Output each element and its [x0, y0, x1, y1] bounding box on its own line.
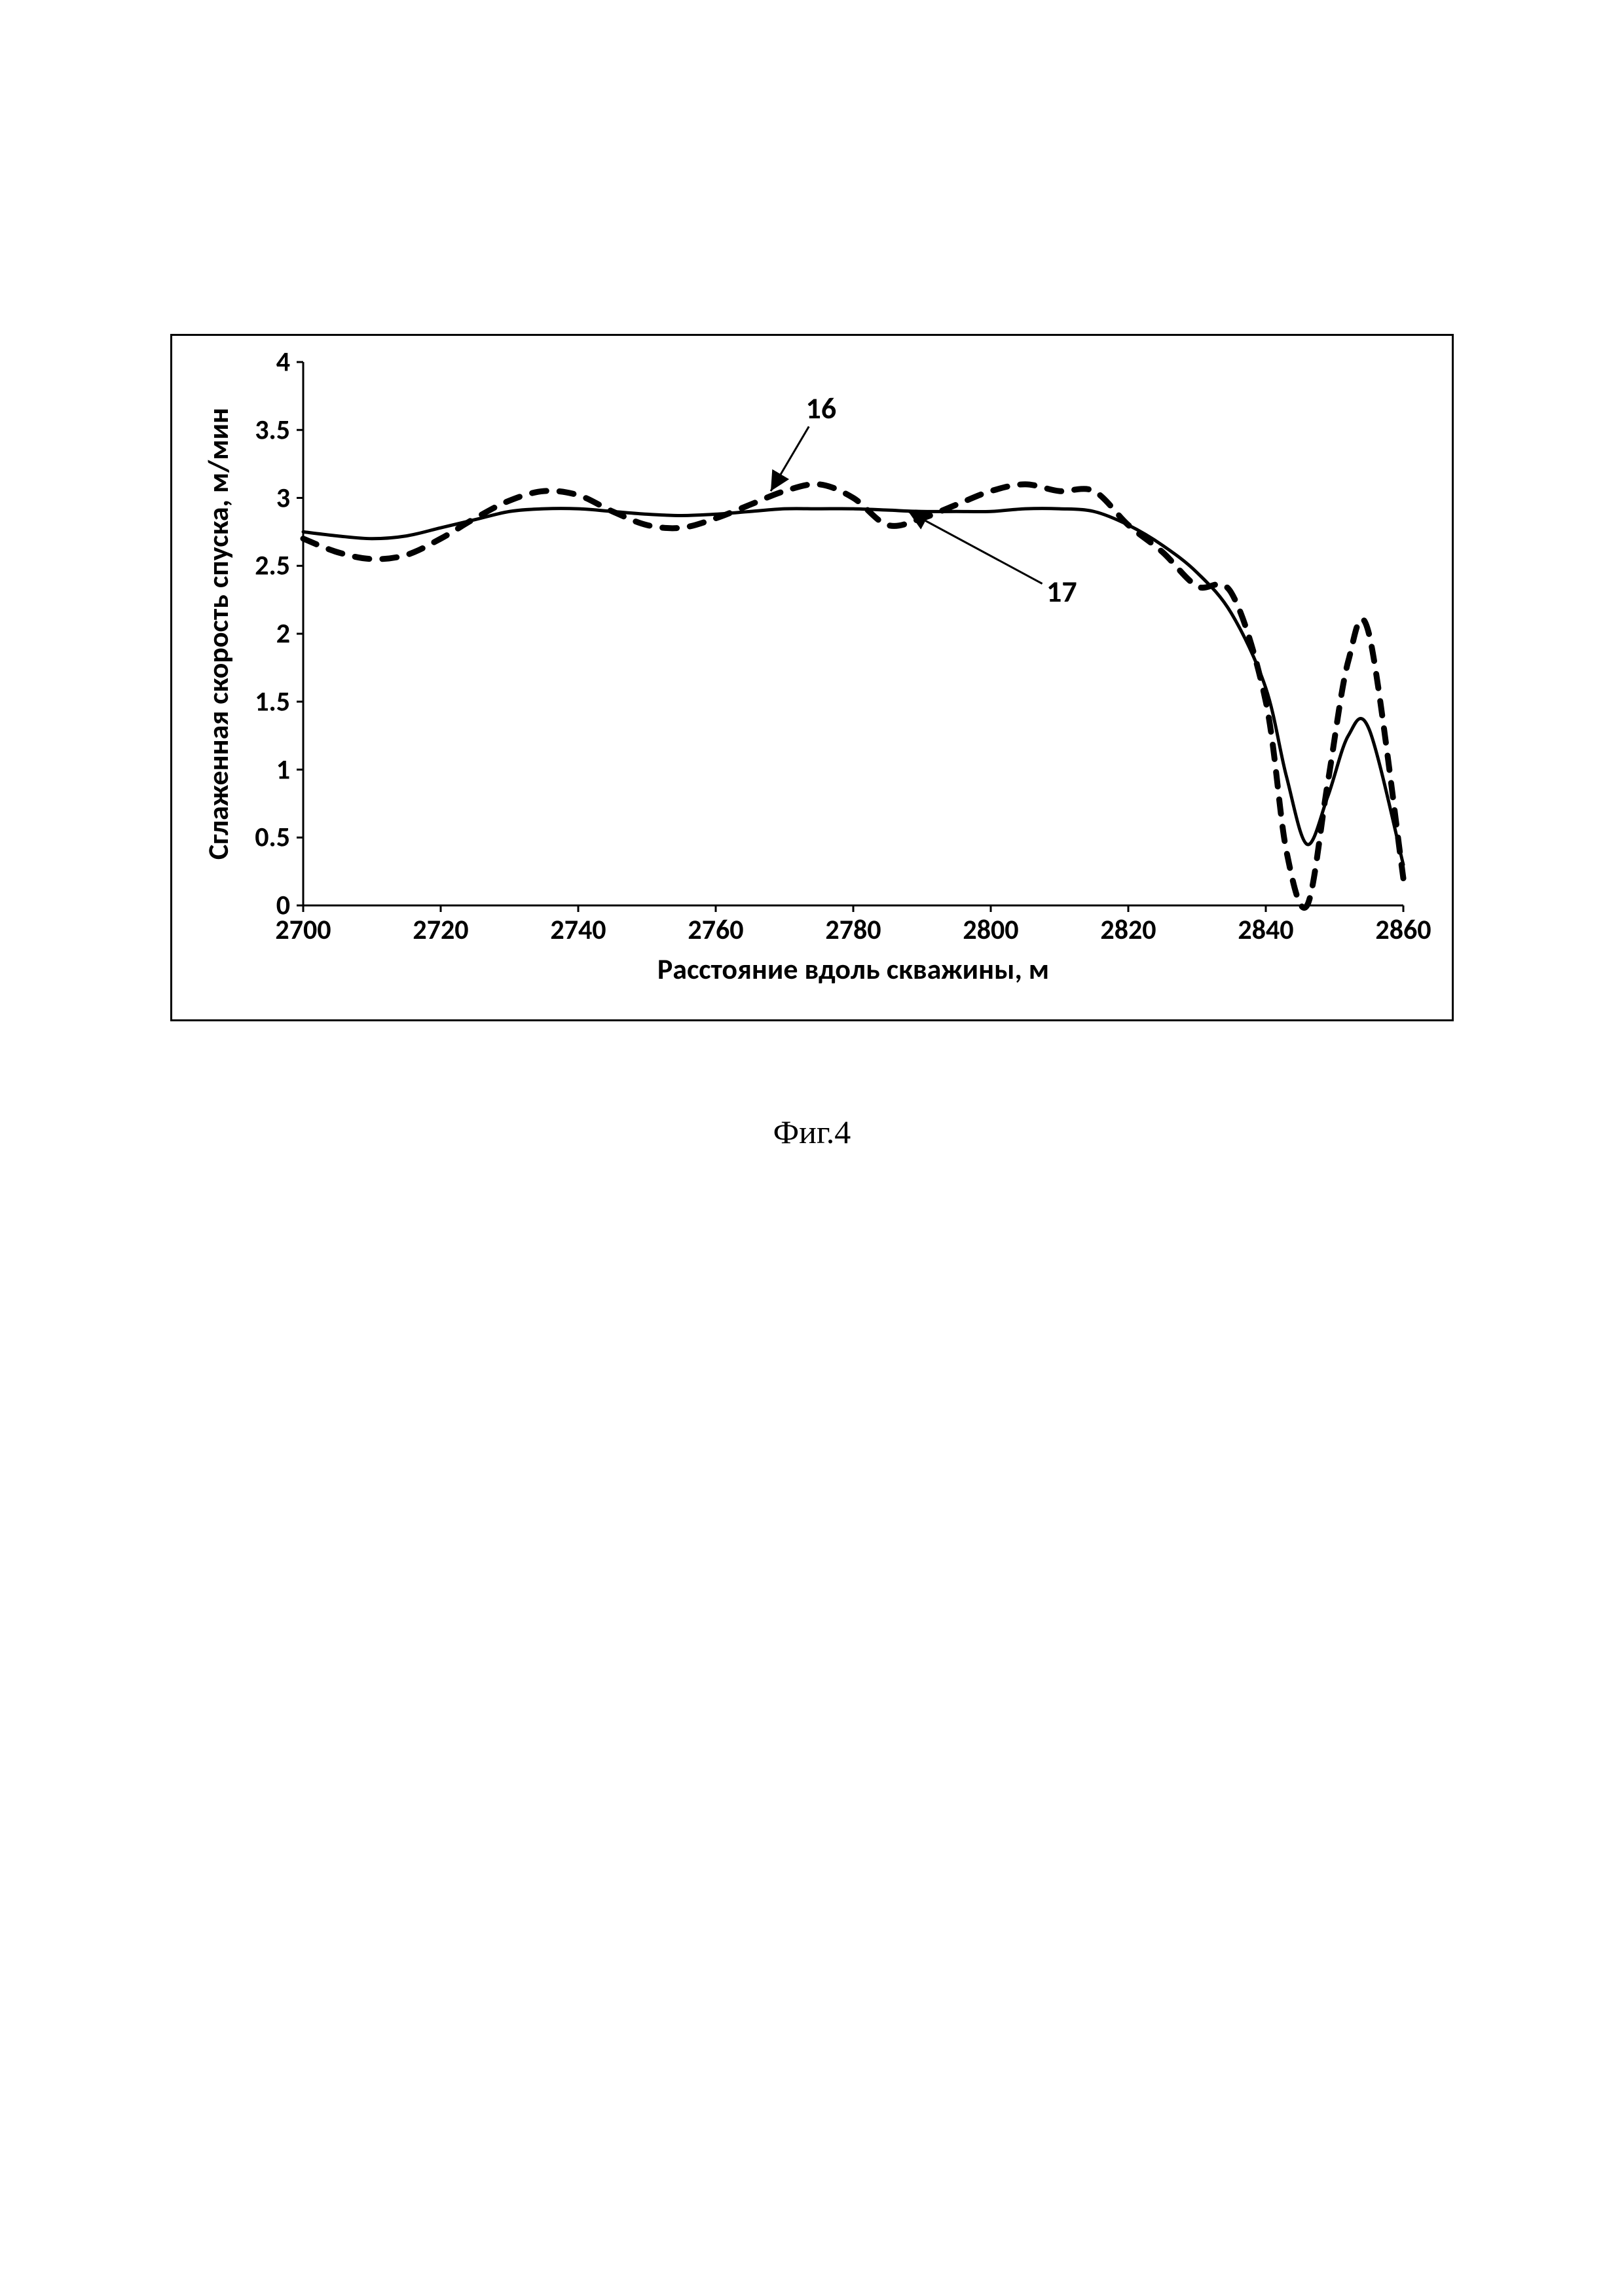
y-tick-label: 2.5	[255, 549, 290, 583]
x-tick-label: 2820	[1100, 913, 1156, 947]
x-tick-label: 2860	[1375, 913, 1431, 947]
y-tick-label: 2	[276, 617, 290, 651]
annotation-arrow-16	[771, 426, 809, 491]
chart-frame: Сглаженная скорость спуска, м/мин Рассто…	[170, 334, 1454, 1021]
y-tick-label: 4	[276, 346, 290, 379]
series-16	[303, 484, 1403, 907]
annotation-label-17: 17	[1046, 574, 1077, 610]
series-17	[303, 509, 1403, 865]
y-tick-label: 3.5	[255, 413, 290, 446]
page: Сглаженная скорость спуска, м/мин Рассто…	[0, 0, 1624, 2296]
y-tick-label: 1	[276, 753, 290, 786]
x-tick-label: 2760	[688, 913, 743, 947]
chart-svg	[303, 362, 1403, 905]
x-tick-label: 2740	[550, 913, 606, 947]
x-tick-label: 2780	[825, 913, 881, 947]
x-tick-label: 2700	[275, 913, 331, 947]
x-tick-label: 2800	[963, 913, 1018, 947]
annotation-arrow-17	[908, 511, 1043, 583]
plot-area: Сглаженная скорость спуска, м/мин Рассто…	[303, 362, 1403, 905]
y-axis-title: Сглаженная скорость спуска, м/мин	[200, 408, 236, 860]
y-tick-label: 3	[276, 481, 290, 515]
y-tick-label: 0.5	[255, 821, 290, 854]
figure-caption: Фиг.4	[773, 1113, 851, 1151]
annotation-label-16: 16	[806, 390, 837, 427]
x-axis-title: Расстояние вдоль скважины, м	[657, 951, 1049, 987]
y-tick-label: 1.5	[255, 685, 290, 718]
x-tick-label: 2840	[1238, 913, 1293, 947]
x-tick-label: 2720	[413, 913, 468, 947]
